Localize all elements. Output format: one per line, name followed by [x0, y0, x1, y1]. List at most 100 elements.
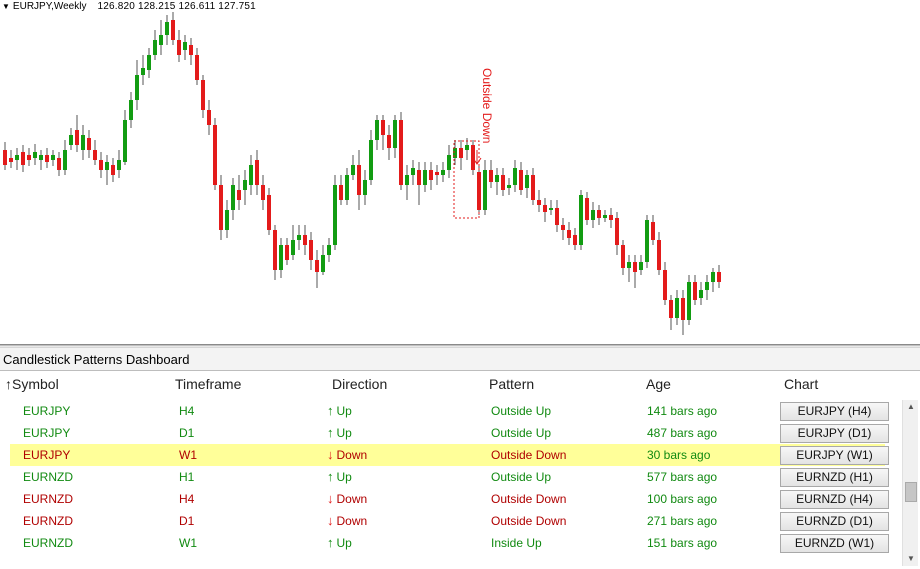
chart-menu-icon[interactable]: ▼	[2, 2, 10, 11]
candle-body	[363, 180, 367, 195]
candle-body	[345, 175, 349, 200]
column-direction[interactable]: Direction	[332, 376, 388, 392]
direction-label: Down	[336, 492, 368, 506]
arrow-down-icon: ↓	[327, 513, 334, 528]
timeframe-cell: H4	[179, 492, 195, 506]
candle-body	[681, 298, 685, 320]
candle-body	[165, 22, 169, 35]
candle-body	[27, 155, 31, 160]
symbol-cell: EURNZD	[23, 536, 73, 550]
candle-body	[609, 215, 613, 220]
candle-body	[219, 185, 223, 230]
candle-body	[669, 300, 673, 318]
open-chart-button[interactable]: EURJPY (D1)	[780, 424, 889, 443]
candle-body	[699, 290, 703, 298]
candle-body	[507, 185, 511, 188]
direction-cell: ↑ Up	[327, 470, 352, 484]
pattern-cell: Outside Up	[491, 404, 552, 418]
scroll-down-icon[interactable]: ▼	[907, 554, 915, 563]
candle-body	[711, 272, 715, 282]
pattern-cell: Outside Up	[491, 470, 552, 484]
candle-body	[663, 270, 667, 300]
candle-body	[399, 120, 403, 185]
candle-body	[321, 255, 325, 272]
price-chart[interactable]: ▼ EURJPY,Weekly 126.820 128.215 126.611 …	[0, 0, 920, 344]
chart-ohlc: 126.820 128.215 126.611 127.751	[97, 1, 256, 12]
column-age[interactable]: Age	[646, 376, 671, 392]
candle-body	[261, 185, 265, 200]
column-pattern[interactable]: Pattern	[489, 376, 535, 392]
column-timeframe[interactable]: Timeframe	[175, 376, 242, 392]
direction-label: Down	[336, 514, 368, 528]
direction-cell: ↑ Up	[327, 426, 352, 440]
timeframe-cell: W1	[179, 536, 197, 550]
symbol-cell: EURJPY	[23, 404, 71, 418]
candle-body	[135, 75, 139, 100]
selected-row-highlight	[10, 444, 885, 466]
open-chart-button[interactable]: EURNZD (D1)	[780, 512, 889, 531]
candle-body	[315, 260, 319, 272]
candle-body	[603, 215, 607, 218]
candle-body	[243, 180, 247, 190]
candle-body	[153, 40, 157, 55]
candle-body	[447, 155, 451, 170]
table-row[interactable]: EURNZD D1 ↓ Down Outside Down 271 bars ago EUR…	[0, 510, 900, 532]
age-cell: 577 bars ago	[647, 470, 718, 484]
table-row[interactable]: EURJPY H4 ↑ Up Outside Up 141 bars ago EURJPY …	[0, 400, 900, 422]
symbol-cell: EURNZD	[23, 514, 73, 528]
direction-label: Up	[336, 404, 352, 418]
timeframe-cell: W1	[179, 448, 197, 462]
candle-body	[15, 155, 19, 160]
scroll-thumb[interactable]	[905, 482, 917, 502]
candle-body	[369, 140, 373, 180]
symbol-cell: EURJPY	[23, 448, 71, 462]
table-row[interactable]: EURJPY W1 ↓ Down Outside Down 30 bars ago EURJ…	[0, 444, 900, 466]
candle-body	[429, 170, 433, 180]
symbol-cell: EURNZD	[23, 470, 73, 484]
candle-body	[21, 152, 25, 165]
vertical-scrollbar[interactable]: ▲ ▼	[902, 400, 918, 566]
candle-body	[537, 200, 541, 205]
open-chart-button[interactable]: EURNZD (H1)	[780, 468, 889, 487]
candle-body	[303, 235, 307, 245]
candle-body	[105, 162, 109, 170]
chart-symbol: EURJPY,Weekly	[12, 1, 87, 12]
table-row[interactable]: EURNZD H4 ↓ Down Outside Down 100 bars ago EUR…	[0, 488, 900, 510]
candle-body	[381, 120, 385, 135]
pattern-cell: Outside Down	[491, 492, 567, 506]
candle-body	[471, 145, 475, 170]
candle-body	[69, 135, 73, 145]
candle-body	[333, 185, 337, 245]
column-symbol[interactable]: ↑Symbol	[5, 376, 59, 392]
arrow-up-icon: ↑	[327, 469, 334, 484]
candle-body	[405, 175, 409, 185]
symbol-cell: EURNZD	[23, 492, 73, 506]
candle-body	[459, 148, 463, 158]
panel-splitter[interactable]	[0, 344, 920, 347]
candle-body	[435, 172, 439, 175]
candle-body	[201, 80, 205, 110]
chart-header: ▼ EURJPY,Weekly 126.820 128.215 126.611 …	[2, 1, 256, 12]
table-row[interactable]: EURNZD W1 ↑ Up Inside Up 151 bars ago EURNZD (…	[0, 532, 900, 554]
candle-body	[393, 120, 397, 148]
direction-cell: ↑ Up	[327, 536, 352, 550]
candle-body	[495, 175, 499, 182]
table-row[interactable]: EURNZD H1 ↑ Up Outside Up 577 bars ago EURNZD …	[0, 466, 900, 488]
sort-up-icon: ↑	[5, 376, 12, 392]
scroll-up-icon[interactable]: ▲	[907, 402, 915, 411]
open-chart-button[interactable]: EURNZD (H4)	[780, 490, 889, 509]
candle-body	[309, 240, 313, 260]
direction-cell: ↓ Down	[327, 492, 367, 506]
candle-body	[273, 230, 277, 270]
open-chart-button[interactable]: EURNZD (W1)	[780, 534, 889, 553]
timeframe-cell: D1	[179, 426, 195, 440]
table-row[interactable]: EURJPY D1 ↑ Up Outside Up 487 bars ago EURJPY …	[0, 422, 900, 444]
open-chart-button[interactable]: EURJPY (W1)	[780, 446, 889, 465]
candle-body	[591, 210, 595, 220]
candle-body	[483, 170, 487, 210]
timeframe-cell: H4	[179, 404, 195, 418]
open-chart-button[interactable]: EURJPY (H4)	[780, 402, 889, 421]
candle-body	[87, 138, 91, 150]
candle-body	[93, 150, 97, 160]
candle-body	[489, 170, 493, 182]
